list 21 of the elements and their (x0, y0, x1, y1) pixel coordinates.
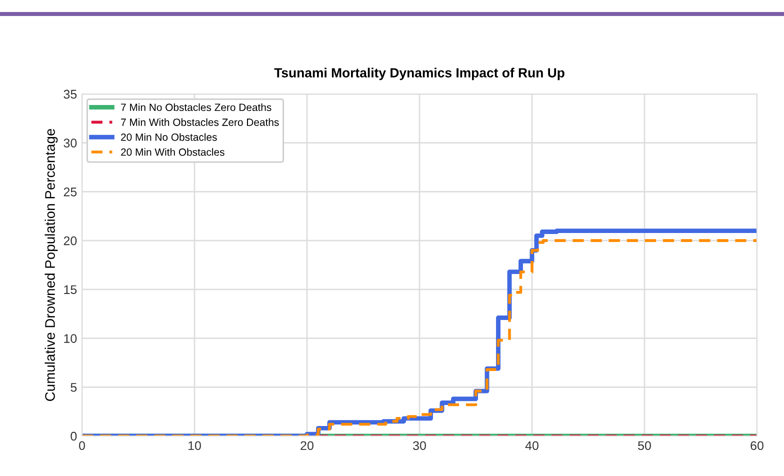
y-axis-title: Cumulative Drowned Population Percentage (44, 128, 58, 401)
y-tick-label: 30 (64, 138, 77, 148)
y-tick-label: 0 (70, 432, 77, 441)
y-tick-label: 25 (64, 188, 77, 196)
y-tick-label: 20 (64, 236, 77, 246)
x-tick-label: 50 (638, 441, 651, 450)
y-tick-label: 35 (64, 90, 77, 99)
x-tick-label: 10 (188, 441, 201, 450)
y-tick-label: 15 (64, 285, 77, 294)
chart-title: Tsunami Mortality Dynamics Impact of Run Up (274, 68, 564, 80)
x-tick-label: 30 (413, 441, 426, 450)
legend-label: 20 Min With Obstacles (121, 148, 224, 156)
x-tick-label: 60 (750, 441, 764, 450)
x-tick-label: 0 (79, 441, 85, 450)
x-tick-label: 20 (300, 441, 314, 450)
y-tick-label: 5 (70, 383, 77, 392)
y-tick-label: 10 (64, 334, 77, 343)
legend-label: 7 Min With Obstacles Zero Deaths (121, 118, 279, 126)
x-tick-label: 40 (525, 441, 538, 450)
legend-label: 7 Min No Obstacles Zero Deaths (121, 103, 272, 112)
legend-label: 20 Min No Obstacles (121, 133, 217, 141)
